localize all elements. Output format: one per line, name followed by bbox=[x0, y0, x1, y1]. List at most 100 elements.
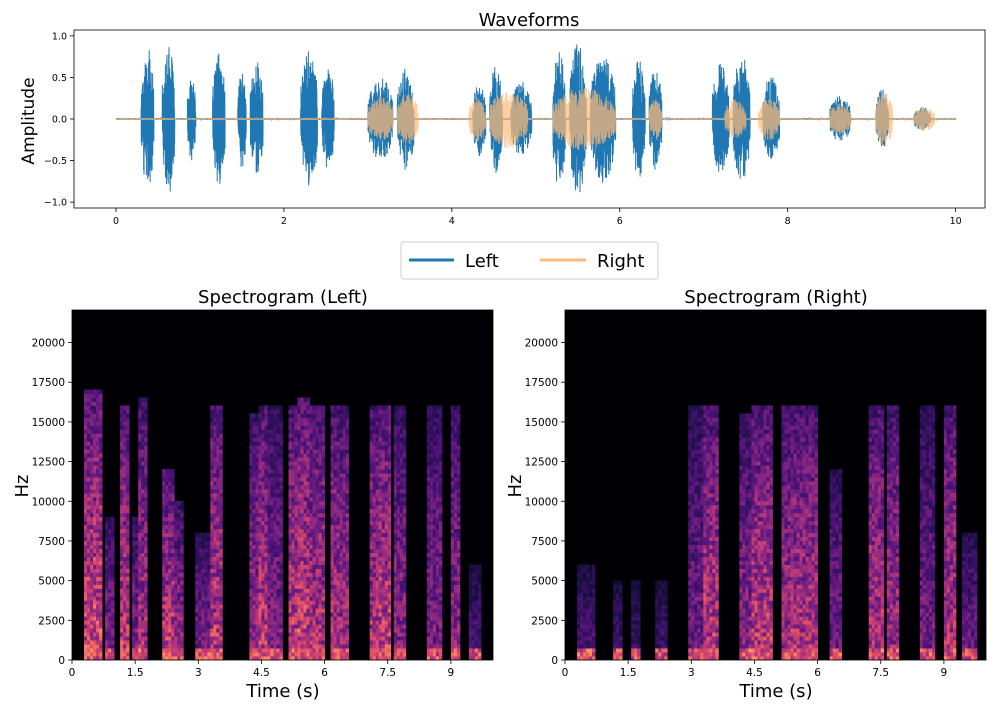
spectrogram-cell bbox=[120, 433, 123, 437]
spectrogram-cell bbox=[475, 652, 478, 656]
spectrogram-cell bbox=[105, 529, 108, 533]
spectrogram-cell bbox=[334, 445, 337, 449]
spectrogram-cell bbox=[276, 632, 279, 636]
spectrogram-cell bbox=[319, 529, 322, 533]
spectrogram-cell bbox=[316, 405, 319, 409]
spectrogram-cell bbox=[99, 600, 102, 604]
spectrogram-cell bbox=[90, 588, 93, 592]
spectrogram-cell bbox=[252, 604, 255, 608]
spectrogram-cell bbox=[219, 513, 222, 517]
spectrogram-cell bbox=[334, 533, 337, 537]
spectrogram-cell bbox=[216, 608, 219, 612]
spectrogram-cell bbox=[273, 545, 276, 549]
spectrogram-cell bbox=[270, 628, 273, 632]
spectrogram-cell bbox=[388, 489, 391, 493]
spectrogram-cell bbox=[84, 644, 87, 648]
spectrogram-cell bbox=[132, 604, 135, 608]
spectrogram-cell bbox=[111, 576, 114, 580]
spectrogram-cell bbox=[252, 592, 255, 596]
spectrogram-cell bbox=[219, 469, 222, 473]
spectrogram-cell bbox=[180, 612, 183, 616]
spectrogram-cell bbox=[307, 501, 310, 505]
spectrogram-cell bbox=[292, 485, 295, 489]
spectrogram-cell bbox=[258, 600, 261, 604]
spectrogram-cell bbox=[334, 525, 337, 529]
spectrogram-cell bbox=[123, 517, 126, 521]
spectrogram-cell bbox=[87, 549, 90, 553]
spectrogram-cell bbox=[132, 533, 135, 537]
spectrogram-cell bbox=[454, 545, 457, 549]
spectrogram-cell bbox=[273, 624, 276, 628]
spectrogram-cell bbox=[337, 497, 340, 501]
waveform-ytick-label: 0.0 bbox=[52, 115, 67, 126]
spectrogram-cell bbox=[216, 533, 219, 537]
spectrogram-cell bbox=[105, 596, 108, 600]
spectrogram-cell bbox=[397, 477, 400, 481]
spectrogram-cell bbox=[99, 513, 102, 517]
spectrogram-cell bbox=[123, 441, 126, 445]
spectrogram-cell bbox=[123, 473, 126, 477]
spectrogram-cell bbox=[264, 441, 267, 445]
spectrogram-ytick-label: 10000 bbox=[32, 496, 65, 508]
spectrogram-cell bbox=[346, 481, 349, 485]
spectrogram-cell bbox=[388, 525, 391, 529]
spectrogram-cell bbox=[394, 433, 397, 437]
spectrogram-cell bbox=[270, 425, 273, 429]
spectrogram-cell bbox=[261, 600, 264, 604]
spectrogram-cell bbox=[165, 477, 168, 481]
spectrogram-cell bbox=[144, 648, 147, 652]
spectrogram-cell bbox=[427, 449, 430, 453]
spectrogram-cell bbox=[376, 608, 379, 612]
spectrogram-cell bbox=[457, 477, 460, 481]
spectrogram-cell bbox=[403, 513, 406, 517]
spectrogram-cell bbox=[93, 561, 96, 565]
spectrogram-cell bbox=[331, 553, 334, 557]
spectrogram-cell bbox=[255, 413, 258, 417]
spectrogram-cell bbox=[165, 549, 168, 553]
spectrogram-cell bbox=[397, 453, 400, 457]
spectrogram-cell bbox=[439, 529, 442, 533]
spectrogram-cell bbox=[87, 453, 90, 457]
spectrogram-cell bbox=[298, 632, 301, 636]
spectrogram-cell bbox=[84, 521, 87, 525]
spectrogram-cell bbox=[258, 648, 261, 652]
spectrogram-cell bbox=[427, 513, 430, 517]
spectrogram-cell bbox=[316, 529, 319, 533]
spectrogram-cell bbox=[427, 461, 430, 465]
spectrogram-cell bbox=[436, 489, 439, 493]
spectrogram-cell bbox=[340, 437, 343, 441]
spectrogram-cell bbox=[270, 505, 273, 509]
spectrogram-cell bbox=[111, 541, 114, 545]
spectrogram-cell bbox=[436, 521, 439, 525]
spectrogram-cell bbox=[430, 624, 433, 628]
spectrogram-cell bbox=[141, 513, 144, 517]
spectrogram-cell bbox=[376, 600, 379, 604]
spectrogram-cell bbox=[141, 608, 144, 612]
spectrogram-cell bbox=[388, 457, 391, 461]
spectrogram-cell bbox=[216, 592, 219, 596]
spectrogram-cell bbox=[427, 644, 430, 648]
spectrogram-cell bbox=[397, 600, 400, 604]
spectrogram-cell bbox=[313, 576, 316, 580]
spectrogram-cell bbox=[210, 636, 213, 640]
spectrogram-cell bbox=[295, 573, 298, 577]
spectrogram-cell bbox=[255, 584, 258, 588]
spectrogram-cell bbox=[340, 537, 343, 541]
spectrogram-cell bbox=[289, 549, 292, 553]
spectrogram-cell bbox=[162, 553, 165, 557]
spectrogram-cell bbox=[264, 469, 267, 473]
spectrogram-cell bbox=[319, 405, 322, 409]
spectrogram-cell bbox=[138, 457, 141, 461]
spectrogram-cell bbox=[111, 557, 114, 561]
spectrogram-cell bbox=[439, 481, 442, 485]
spectrogram-cell bbox=[343, 505, 346, 509]
spectrogram-cell bbox=[276, 461, 279, 465]
spectrogram-cell bbox=[171, 525, 174, 529]
spectrogram-cell bbox=[436, 437, 439, 441]
spectrogram-cell bbox=[174, 624, 177, 628]
spectrogram-cell bbox=[340, 513, 343, 517]
spectrogram-cell bbox=[307, 596, 310, 600]
spectrogram-cell bbox=[210, 569, 213, 573]
spectrogram-cell bbox=[310, 493, 313, 497]
spectrogram-cell bbox=[195, 588, 198, 592]
